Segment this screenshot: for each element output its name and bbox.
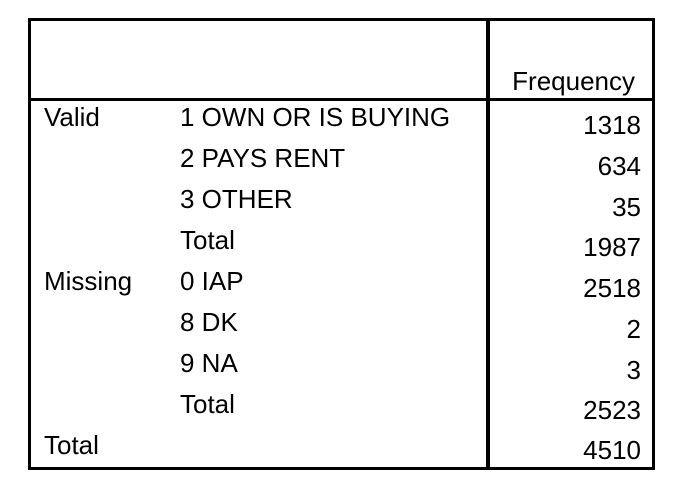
frequency-table: Frequency Valid 1 OWN OR IS BUYING 1318 … [28, 18, 655, 470]
row-frequency-value: 1318 [583, 110, 641, 140]
row-frequency-value: 4510 [583, 435, 641, 465]
row-frequency-value: 2518 [583, 273, 641, 303]
row-group-label: Valid [44, 102, 100, 132]
row-category-label: 9 NA [180, 348, 238, 378]
header-divider [28, 98, 655, 101]
row-category-label: 1 OWN OR IS BUYING [180, 102, 451, 132]
row-frequency-value: 2 [626, 314, 641, 344]
row-category-label: Total [180, 389, 235, 419]
table-border [28, 18, 655, 470]
row-group-label: Total [44, 430, 99, 460]
row-group-label: Missing [44, 266, 133, 296]
row-category-label: 3 OTHER [180, 184, 293, 214]
row-frequency-value: 2523 [583, 395, 641, 425]
row-frequency-value: 1987 [583, 232, 641, 262]
row-category-label: 2 PAYS RENT [180, 143, 346, 173]
column-divider [486, 18, 490, 470]
row-category-label: Total [180, 225, 235, 255]
row-category-label: 0 IAP [180, 266, 244, 296]
frequency-column-header: Frequency [512, 66, 635, 96]
row-frequency-value: 3 [626, 355, 641, 385]
row-frequency-value: 634 [597, 151, 641, 181]
row-frequency-value: 35 [612, 192, 641, 222]
row-category-label: 8 DK [180, 307, 238, 337]
